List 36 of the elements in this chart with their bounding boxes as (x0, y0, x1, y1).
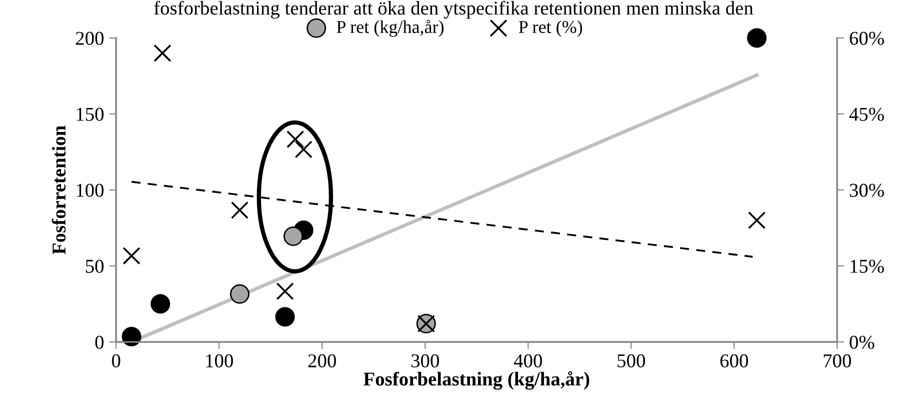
x-tick-label: 500 (618, 354, 645, 368)
point (276, 282, 294, 300)
y-tick-label: 50 (86, 260, 104, 273)
point (748, 211, 766, 230)
chart-title: fosforbelastning tenderar att öka den ytspecifika retentionen men minska den (154, 0, 754, 19)
x-tick-label: 300 (411, 354, 439, 368)
legend-label: P ret (kg/ha,år) (336, 20, 444, 37)
y-tick-label: 0 (95, 336, 104, 349)
legend-label: P ret (%) (518, 20, 582, 37)
x-tick-label: 400 (514, 354, 542, 368)
y-tick-label: 100 (76, 184, 104, 197)
x-axis-title: Fosforbelastning (kg/ha,år) (364, 371, 590, 390)
y2-tick-label: 60% (850, 32, 884, 45)
x-tick-label: 100 (206, 354, 233, 368)
point (230, 201, 249, 220)
y2-tick-label: 45% (849, 108, 884, 121)
x-tick-label: 0 (112, 354, 120, 368)
point (150, 294, 170, 314)
point (230, 284, 250, 304)
y-tick-label: 200 (76, 32, 104, 45)
y2-tick-label: 30% (850, 184, 884, 197)
x-tick-label: 600 (720, 354, 748, 368)
point (275, 307, 295, 327)
x-tick-label: 700 (824, 354, 852, 368)
x-tick-label: 200 (308, 354, 336, 368)
point (286, 130, 304, 148)
point (154, 44, 172, 62)
point (284, 226, 304, 246)
point (122, 326, 142, 346)
point (122, 246, 140, 265)
point (294, 140, 312, 158)
y-axis-title: Fosforretention (52, 126, 66, 254)
y2-tick-label: 15% (850, 260, 884, 273)
y2-tick-label: 0% (850, 336, 874, 349)
y-tick-label: 150 (76, 108, 104, 121)
point (747, 28, 767, 48)
